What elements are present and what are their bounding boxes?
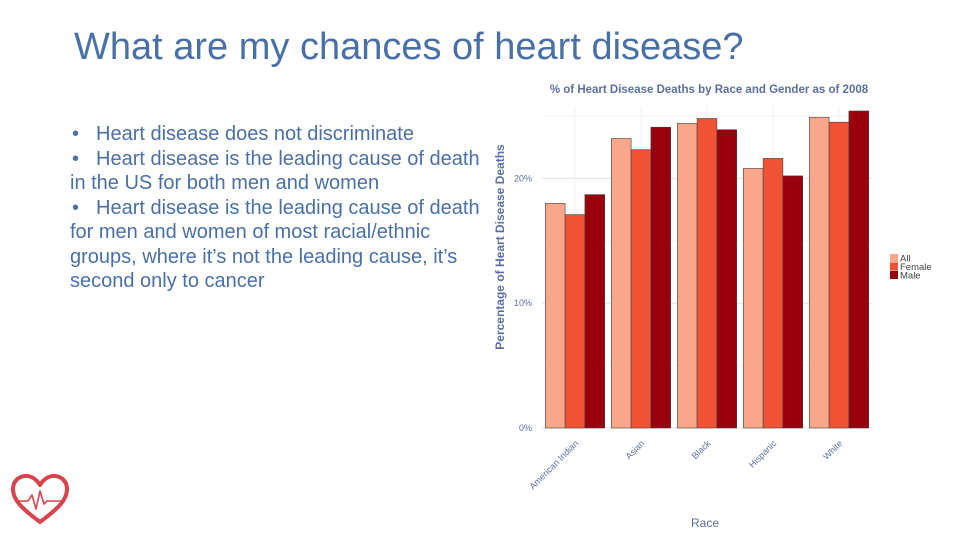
bar <box>782 175 803 429</box>
legend-label: Male <box>900 271 921 282</box>
bar <box>742 168 764 429</box>
bar <box>564 214 586 429</box>
y-tick-label: 10% <box>514 298 532 308</box>
bar-chart: % of Heart Disease Deaths by Race and Ge… <box>486 78 946 536</box>
bar <box>650 126 671 429</box>
bar <box>808 116 830 429</box>
chart-title: % of Heart Disease Deaths by Race and Ge… <box>550 84 869 96</box>
x-tick-label: Hispanic <box>747 438 779 470</box>
bar <box>584 194 606 429</box>
bar <box>762 158 784 429</box>
bullet-text: Heart disease is the leading cause of de… <box>70 147 480 195</box>
bullet-item: • Heart disease is the leading cause of d… <box>70 196 480 294</box>
slide-title: What are my chances of heart disease? <box>74 26 744 68</box>
x-tick-label: Black <box>690 438 713 461</box>
bullet-text: Heart disease does not discriminate <box>96 123 414 145</box>
legend-swatch <box>890 254 898 262</box>
heart-pulse-icon <box>11 474 69 524</box>
bar <box>630 149 652 429</box>
bullet-text: Heart disease is the leading cause of de… <box>70 196 480 293</box>
bullet-item: • Heart disease does not discriminate <box>70 122 480 147</box>
y-tick-label: 20% <box>514 173 532 183</box>
y-axis-label: Percentage of Heart Disease Deaths <box>493 144 507 350</box>
bar <box>677 123 698 429</box>
x-tick-label: Asian <box>623 438 646 461</box>
legend-swatch <box>890 271 898 279</box>
bar <box>544 203 566 429</box>
legend-label: Female <box>900 262 932 273</box>
bar <box>611 138 632 429</box>
x-tick-label: White <box>821 438 844 461</box>
bar <box>848 110 869 429</box>
x-tick-label: American Indian <box>527 438 580 491</box>
chart-svg: % of Heart Disease Deaths by Race and Ge… <box>493 84 932 530</box>
bar <box>828 121 850 429</box>
bar <box>716 129 737 429</box>
bullet-item: • Heart disease is the leading cause of d… <box>70 147 480 196</box>
bar <box>696 118 718 429</box>
bullet-marker: • <box>72 123 80 145</box>
legend-label: All <box>900 254 911 265</box>
bullet-list: • Heart disease does not discriminate • He… <box>70 122 480 294</box>
x-axis-label: Race <box>691 516 719 530</box>
legend-swatch <box>890 262 898 271</box>
bullet-marker: • <box>72 196 80 219</box>
y-tick-label: 0% <box>519 423 532 433</box>
bullet-marker: • <box>72 147 80 170</box>
